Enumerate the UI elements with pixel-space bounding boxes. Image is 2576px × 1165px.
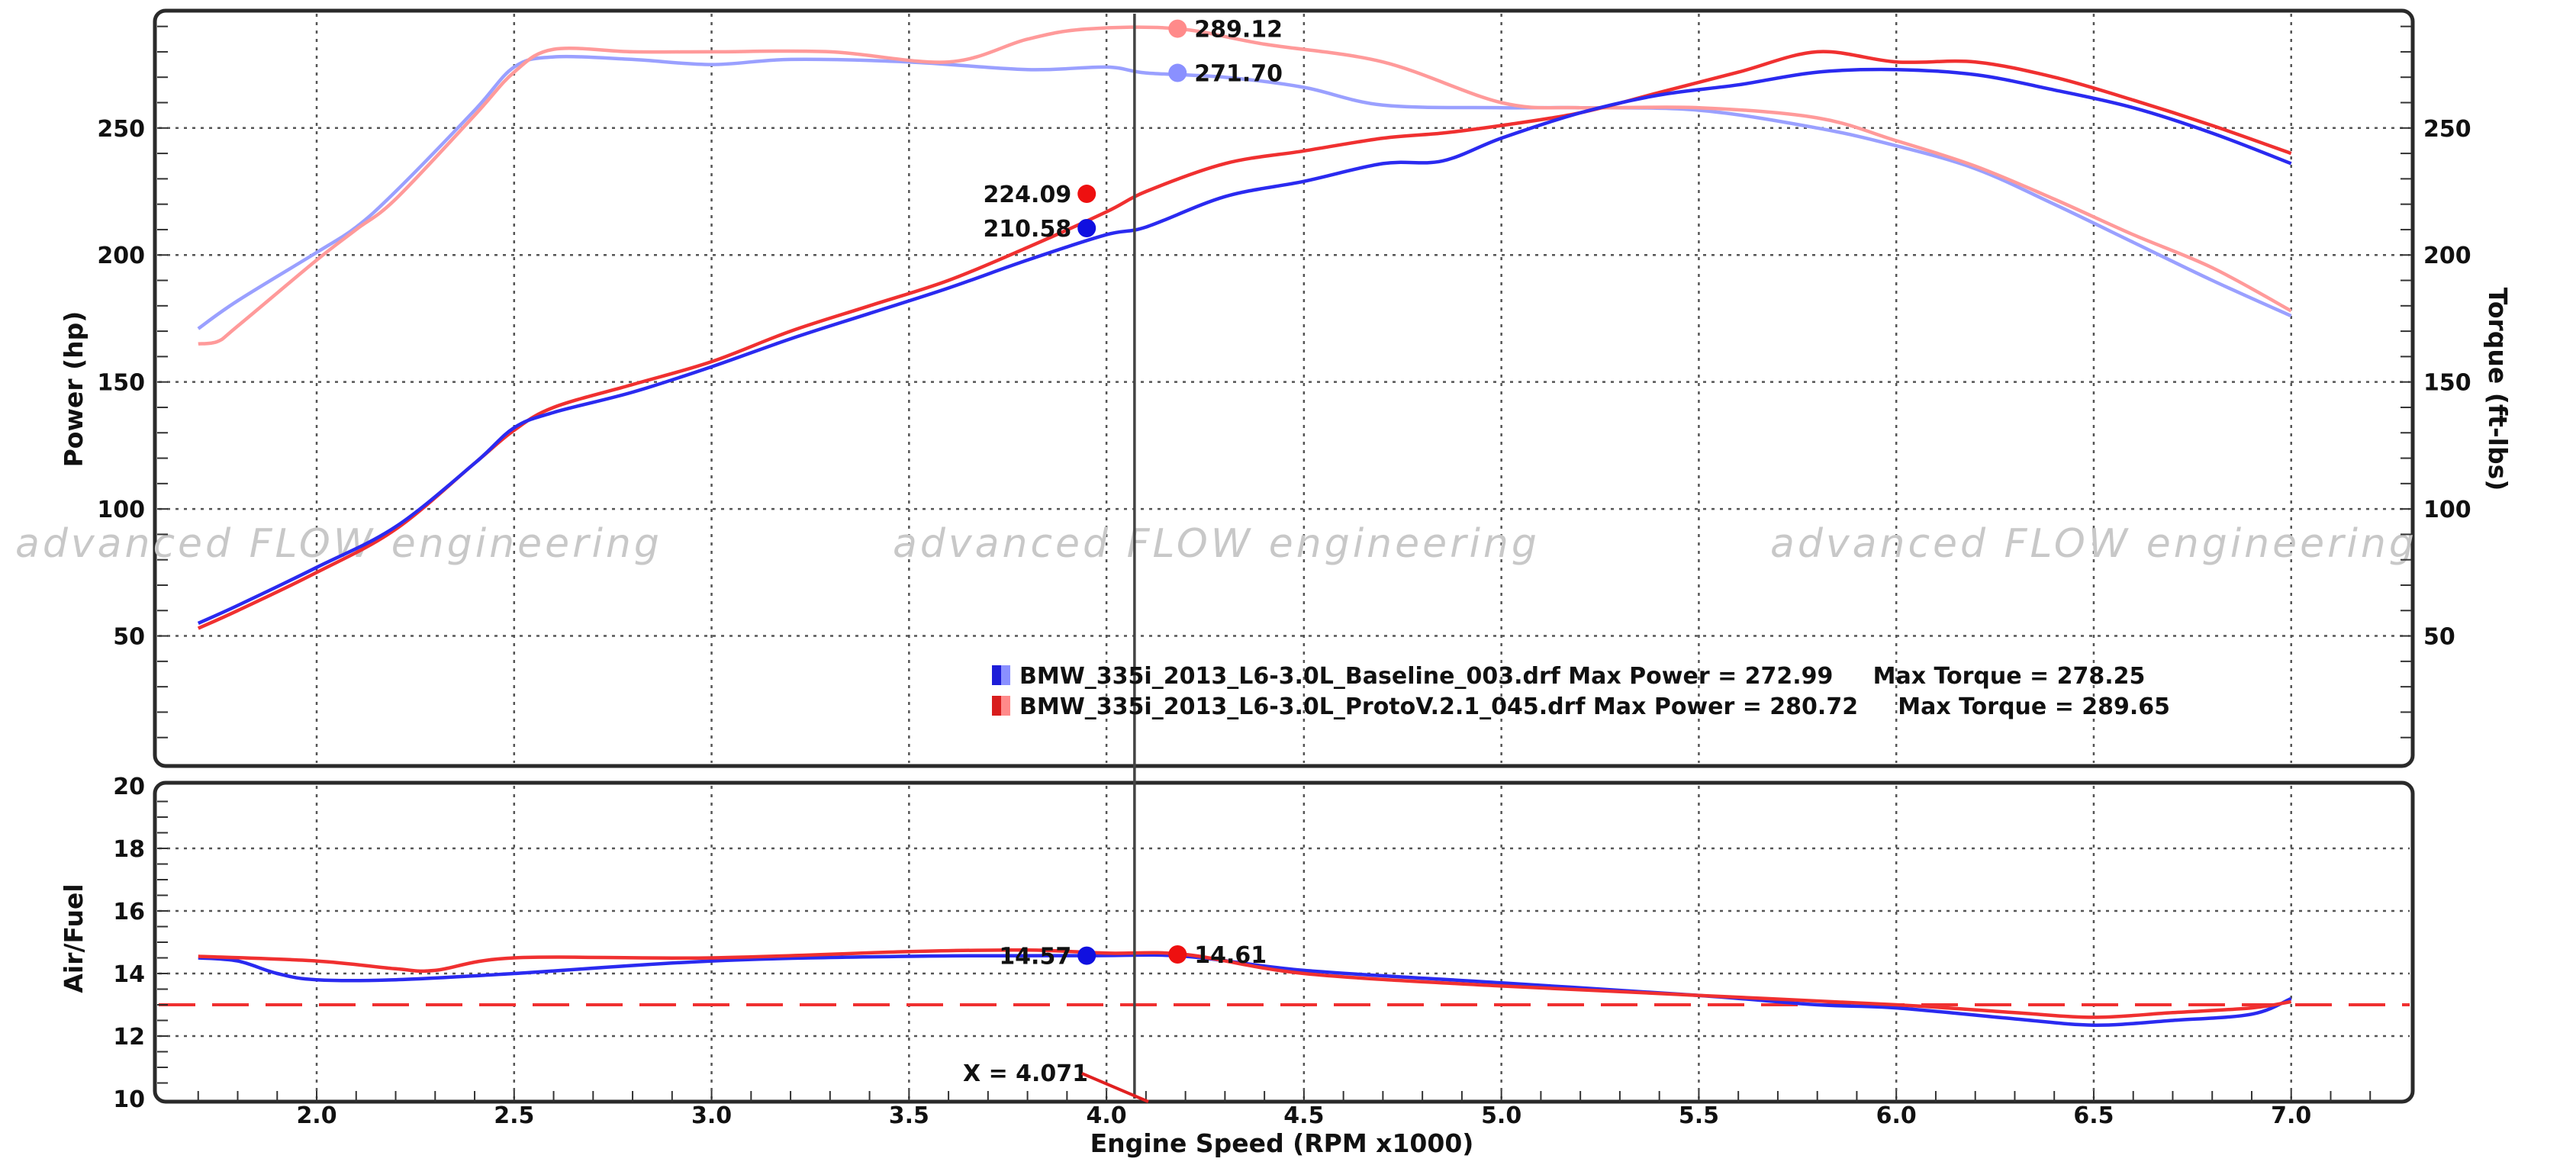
x-tick-label: 3.0 bbox=[691, 1102, 732, 1129]
x-tick-label: 2.5 bbox=[494, 1102, 534, 1129]
top-grid bbox=[159, 14, 2410, 763]
marker-label-baseline-power: 210.58 bbox=[983, 216, 1071, 243]
y-tick-label-airfuel: 10 bbox=[113, 1086, 145, 1113]
cursor-readout-pointer bbox=[1081, 1072, 1149, 1103]
y-tick-label-power: 50 bbox=[113, 624, 145, 651]
legend-swatch-proto-dark bbox=[992, 696, 1001, 716]
marker-baseline-torque bbox=[1168, 63, 1187, 82]
bottom-plot-frame bbox=[153, 780, 2415, 1104]
series-line-proto-torque bbox=[198, 25, 2292, 346]
watermark-text: advanced FLOW engineering bbox=[893, 521, 1540, 567]
y-tick-label-power: 250 bbox=[97, 116, 145, 143]
top-series-layer bbox=[197, 25, 2292, 630]
y-tick-label-torque: 150 bbox=[2423, 370, 2471, 397]
y-tick-label-airfuel: 14 bbox=[113, 961, 145, 988]
x-axis-title: Engine Speed (RPM x1000) bbox=[1090, 1128, 1474, 1158]
axis-labels-layer: 2.0 2.5 3.0 3.5 4.0 4.5 5.0 5.5 6.0 6.5 7.0 50 50 100… bbox=[97, 25, 2471, 1129]
watermark-layer: advanced FLOW engineering advanced FLOW e… bbox=[15, 521, 2417, 567]
y-tick-label-airfuel: 20 bbox=[113, 774, 145, 800]
bottom-series-layer bbox=[159, 14, 2410, 1099]
bottom-grid bbox=[159, 786, 2410, 1099]
cursor-readout: X = 4.071 bbox=[963, 1060, 1088, 1087]
y-tick-label-torque: 200 bbox=[2423, 243, 2471, 269]
top-plot-frame bbox=[153, 8, 2415, 768]
y-axis-title-power: Power (hp) bbox=[59, 311, 89, 468]
marker-label-proto-power: 224.09 bbox=[983, 182, 1071, 208]
series-line-baseline-power bbox=[197, 67, 2292, 625]
y-tick-label-torque: 100 bbox=[2423, 497, 2471, 523]
x-tick-label: 3.5 bbox=[889, 1102, 929, 1129]
marker-baseline-power bbox=[1077, 219, 1096, 238]
y-tick-label-power: 200 bbox=[97, 243, 145, 269]
x-tick-label: 5.0 bbox=[1481, 1102, 1521, 1129]
x-tick-label: 4.0 bbox=[1087, 1102, 1127, 1129]
x-tick-label: 5.5 bbox=[1679, 1102, 1719, 1129]
legend-entry-proto: BMW_335i_2013_L6-3.0L_ProtoV.2.1_045.drf… bbox=[1019, 694, 2170, 720]
legend-swatch-baseline-light bbox=[1001, 665, 1010, 685]
x-tick-label: 2.0 bbox=[296, 1102, 336, 1129]
y-tick-label-airfuel: 18 bbox=[113, 836, 145, 863]
legend-swatch-proto-light bbox=[1001, 696, 1010, 716]
series-line-baseline-torque bbox=[197, 54, 2292, 330]
y-axis-title-torque: Torque (ft-lbs) bbox=[2483, 288, 2513, 491]
marker-label-baseline-torque: 271.70 bbox=[1194, 61, 1283, 88]
marker-label-baseline-afr: 14.57 bbox=[999, 944, 1071, 970]
series-line-proto-power bbox=[197, 50, 2292, 630]
y-tick-label-torque: 50 bbox=[2423, 624, 2455, 651]
y-tick-label-airfuel: 12 bbox=[113, 1024, 145, 1051]
marker-proto-torque bbox=[1168, 19, 1187, 38]
legend: BMW_335i_2013_L6-3.0L_Baseline_003.drf M… bbox=[992, 663, 2170, 720]
y-tick-label-torque: 250 bbox=[2423, 116, 2471, 143]
x-tick-label: 4.5 bbox=[1283, 1102, 1324, 1129]
marker-label-proto-afr: 14.61 bbox=[1194, 942, 1267, 969]
marker-label-proto-torque: 289.12 bbox=[1194, 17, 1283, 43]
y-tick-label-power: 150 bbox=[97, 370, 145, 397]
legend-entry-baseline: BMW_335i_2013_L6-3.0L_Baseline_003.drf M… bbox=[1019, 663, 2145, 690]
watermark-text: advanced FLOW engineering bbox=[1770, 521, 2417, 567]
x-tick-label: 6.0 bbox=[1876, 1102, 1917, 1129]
legend-swatch-baseline-dark bbox=[992, 665, 1001, 685]
x-tick-label: 7.0 bbox=[2271, 1102, 2311, 1129]
marker-baseline-afr bbox=[1077, 946, 1096, 965]
marker-proto-afr bbox=[1168, 945, 1187, 964]
marker-proto-power bbox=[1077, 185, 1096, 204]
marker-layer: 210.58 224.09 271.70 289.12 14.57 14.61 bbox=[983, 17, 1283, 970]
y-axis-title-airfuel: Air/Fuel bbox=[59, 883, 89, 993]
y-tick-label-power: 100 bbox=[97, 497, 145, 523]
y-tick-label-airfuel: 16 bbox=[113, 899, 145, 925]
x-tick-label: 6.5 bbox=[2073, 1102, 2114, 1129]
series-line-proto-afr bbox=[198, 948, 2292, 1019]
